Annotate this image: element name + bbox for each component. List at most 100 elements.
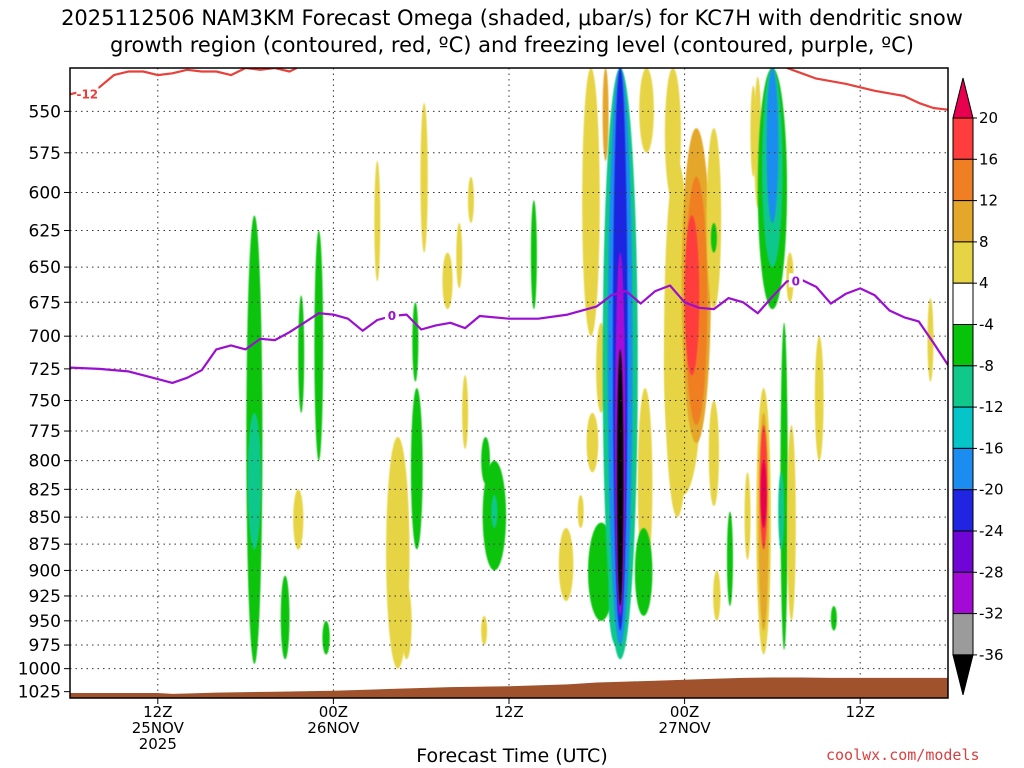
colorbar-swatch-9 bbox=[952, 489, 974, 532]
omega-cell-7 bbox=[412, 302, 419, 382]
omega-cell-4 bbox=[280, 575, 290, 660]
ytick-label-925: 925 bbox=[29, 587, 61, 607]
colorbar-label-2: 12 bbox=[979, 192, 998, 210]
omega-cell-11 bbox=[410, 387, 423, 550]
omega-cell-2 bbox=[298, 295, 305, 413]
omega-cell-25 bbox=[586, 412, 599, 473]
colorbar-label-5: -4 bbox=[979, 316, 994, 334]
colorbar-swatch-10 bbox=[952, 530, 974, 573]
omega-shading bbox=[246, 68, 934, 669]
freezing-level-label-2: 0 bbox=[792, 274, 800, 288]
colorbar-label-13: -36 bbox=[979, 646, 1004, 664]
colorbar-swatch-0 bbox=[952, 117, 974, 160]
colorbar-arrow-top bbox=[952, 77, 974, 119]
ytick-label-1000: 1000 bbox=[18, 660, 61, 680]
freezing-level-label-1: 0 bbox=[388, 309, 396, 323]
xtick-label-6-2: 2025 bbox=[139, 735, 177, 753]
ytick-label-850: 850 bbox=[29, 508, 61, 528]
ytick-label-750: 750 bbox=[29, 391, 61, 411]
omega-cell-34 bbox=[616, 349, 624, 606]
omega-cell-44 bbox=[706, 128, 722, 310]
colorbar-label-9: -20 bbox=[979, 481, 1004, 499]
xtick-label-6-1: 25NOV bbox=[132, 719, 185, 737]
ytick-label-800: 800 bbox=[29, 452, 61, 472]
contours: 0 0 -12 bbox=[70, 68, 948, 384]
ytick-label-650: 650 bbox=[29, 258, 61, 278]
colorbar-swatch-4 bbox=[952, 282, 974, 326]
xtick-label-18-1: 26NOV bbox=[307, 719, 360, 737]
colorbar-swatch-6 bbox=[952, 365, 974, 408]
freezing-level-contour bbox=[70, 278, 948, 384]
omega-cell-62 bbox=[787, 425, 796, 621]
omega-cell-6 bbox=[322, 620, 330, 655]
omega-cell-49 bbox=[744, 472, 751, 561]
colorbar-swatch-8 bbox=[952, 447, 974, 491]
ytick-label-875: 875 bbox=[29, 535, 61, 555]
xtick-label-54-0: 12Z bbox=[846, 703, 875, 721]
omega-cell-9 bbox=[374, 160, 381, 282]
colorbar-label-4: 4 bbox=[979, 274, 989, 292]
y-axis: 550 575 600 625 650 675 700 725 750 775 800 825 850 8… bbox=[18, 102, 70, 703]
ytick-label-600: 600 bbox=[29, 183, 61, 203]
omega-cell-8 bbox=[420, 102, 428, 253]
freezing-level-label-1-bg bbox=[384, 307, 399, 322]
omega-cell-5 bbox=[293, 489, 304, 550]
omega-cell-28 bbox=[602, 68, 609, 161]
omega-cell-3 bbox=[314, 230, 324, 461]
xtick-label-42-1: 27NOV bbox=[659, 719, 712, 737]
ytick-label-550: 550 bbox=[29, 102, 61, 122]
ytick-label-950: 950 bbox=[29, 612, 61, 632]
colorbar-swatch-2 bbox=[952, 200, 974, 243]
ytick-label-775: 775 bbox=[29, 422, 61, 442]
colorbar-label-10: -24 bbox=[979, 522, 1004, 540]
omega-cell-13 bbox=[401, 585, 412, 660]
ytick-label-900: 900 bbox=[29, 561, 61, 581]
xtick-label-42-0: 00Z bbox=[670, 703, 699, 721]
colorbar-swatch-11 bbox=[952, 571, 974, 615]
colorbar-swatch-12 bbox=[952, 613, 974, 656]
colorbar-label-0: 20 bbox=[979, 109, 998, 127]
chart-title-line2: growth region (contoured, red, ºC) and f… bbox=[110, 33, 914, 57]
colorbar-swatch-5 bbox=[952, 324, 974, 367]
ytick-label-825: 825 bbox=[29, 480, 61, 500]
ytick-label-625: 625 bbox=[29, 222, 61, 242]
omega-cell-43 bbox=[684, 215, 700, 376]
omega-cell-36 bbox=[634, 528, 653, 616]
credit-link[interactable]: coolwx.com/models bbox=[826, 746, 980, 764]
dgz-contour-right bbox=[786, 68, 948, 111]
omega-cell-21 bbox=[530, 200, 537, 310]
omega-cell-23 bbox=[577, 494, 584, 529]
ytick-label-1025: 1025 bbox=[18, 683, 61, 703]
ytick-label-700: 700 bbox=[29, 327, 61, 347]
chart-title-line1: 2025112506 NAM3KM Forecast Omega (shaded… bbox=[61, 6, 963, 30]
ground-surface bbox=[70, 677, 948, 698]
colorbar-label-11: -28 bbox=[979, 563, 1004, 581]
omega-cell-54 bbox=[766, 68, 779, 224]
colorbar-label-6: -8 bbox=[979, 357, 994, 375]
colorbar: 20 16 12 8 4 -4 -8 -12 -16 -20 -24 -28 -32 -36 bbox=[952, 77, 1004, 696]
omega-cell-22 bbox=[558, 528, 574, 601]
omega-cell-15 bbox=[456, 223, 463, 289]
omega-cell-1 bbox=[247, 412, 261, 550]
omega-cell-58 bbox=[760, 460, 767, 529]
omega-cell-16 bbox=[462, 375, 469, 449]
colorbar-swatch-1 bbox=[952, 158, 974, 202]
grid-lines bbox=[70, 68, 948, 698]
omega-cell-47 bbox=[713, 570, 721, 621]
ground-fill bbox=[70, 677, 948, 698]
colorbar-label-12: -32 bbox=[979, 605, 1004, 623]
colorbar-label-8: -16 bbox=[979, 439, 1004, 457]
xtick-label-30-0: 12Z bbox=[494, 703, 523, 721]
ytick-label-675: 675 bbox=[29, 293, 61, 313]
colorbar-swatch-3 bbox=[952, 241, 974, 284]
omega-cell-63 bbox=[814, 336, 824, 461]
colorbar-label-1: 16 bbox=[979, 150, 998, 168]
omega-cell-18 bbox=[491, 494, 498, 529]
x-axis-title: Forecast Time (UTC) bbox=[416, 745, 608, 767]
omega-cell-46 bbox=[708, 400, 719, 507]
omega-cell-60 bbox=[778, 472, 785, 550]
omega-cell-24 bbox=[582, 68, 600, 337]
xtick-label-6-0: 12Z bbox=[143, 703, 172, 721]
